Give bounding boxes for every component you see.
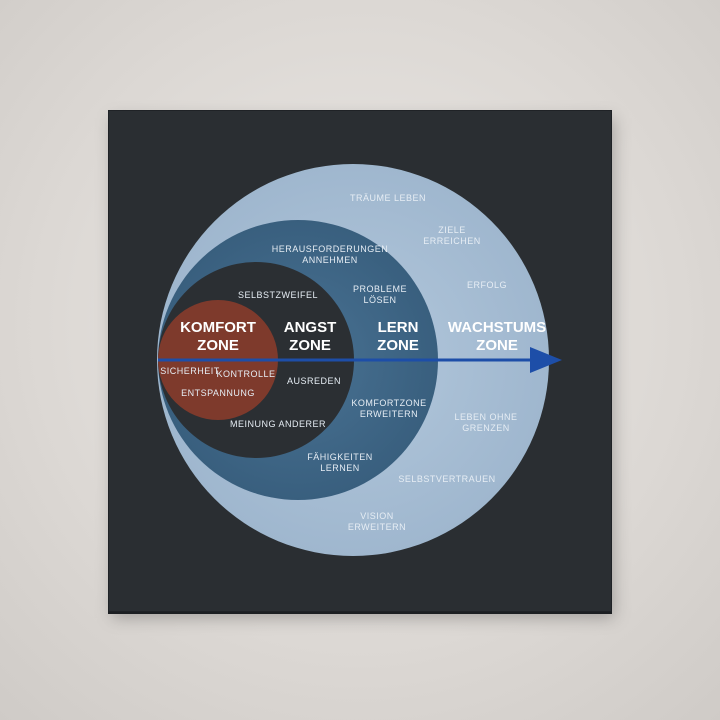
lern-item-herausforderungen-l1: HERAUSFORDERUNGEN	[272, 244, 389, 254]
wachstums-zone-title-line2: ZONE	[476, 337, 518, 354]
komfort-zone-title-line1: KOMFORT	[180, 319, 256, 336]
komfort-zone-title-line2: ZONE	[197, 337, 239, 354]
wachstums-item-traeume-leben: TRÄUME LEBEN	[350, 193, 426, 203]
growth-arrow-head	[530, 347, 562, 373]
komfort-item-kontrolle: KONTROLLE	[216, 369, 275, 379]
lern-item-komfortzone-l1: KOMFORTZONE	[351, 398, 426, 408]
lern-item-faehigkeiten-l1: FÄHIGKEITEN	[307, 452, 373, 462]
wachstums-item-vision-l1: VISION	[360, 511, 394, 521]
angst-zone-title-line1: ANGST	[284, 319, 337, 336]
komfort-item-sicherheit: SICHERHEIT	[160, 366, 220, 376]
komfort-item-entspannung: ENTSPANNUNG	[181, 388, 255, 398]
wachstums-item-ziele-l1: ZIELE	[438, 225, 466, 235]
wachstums-item-selbstvertrauen: SELBSTVERTRAUEN	[398, 474, 495, 484]
angst-item-ausreden: AUSREDEN	[287, 376, 341, 386]
lern-item-probleme-l1: PROBLEME	[353, 284, 407, 294]
lern-zone-title-line1: LERN	[378, 319, 419, 336]
angst-zone-title-line2: ZONE	[289, 337, 331, 354]
lern-item-probleme-l2: LÖSEN	[363, 295, 396, 305]
wachstums-item-vision-l2: ERWEITERN	[348, 522, 406, 532]
lern-zone-title-line2: ZONE	[377, 337, 419, 354]
wachstums-item-leben-ohne-l2: GRENZEN	[462, 423, 510, 433]
wachstums-item-leben-ohne-l1: LEBEN OHNE	[454, 412, 517, 422]
lern-item-komfortzone-l2: ERWEITERN	[360, 409, 418, 419]
wachstums-item-erfolg: ERFOLG	[467, 280, 507, 290]
angst-item-selbstzweifel: SELBSTZWEIFEL	[238, 290, 318, 300]
wachstums-item-ziele-l2: ERREICHEN	[423, 236, 481, 246]
lern-item-faehigkeiten-l2: LERNEN	[320, 463, 360, 473]
lern-item-herausforderungen-l2: ANNEHMEN	[302, 255, 358, 265]
wachstums-zone-title-line1: WACHSTUMS	[448, 319, 546, 336]
angst-item-meinung-anderer: MEINUNG ANDERER	[230, 419, 326, 429]
